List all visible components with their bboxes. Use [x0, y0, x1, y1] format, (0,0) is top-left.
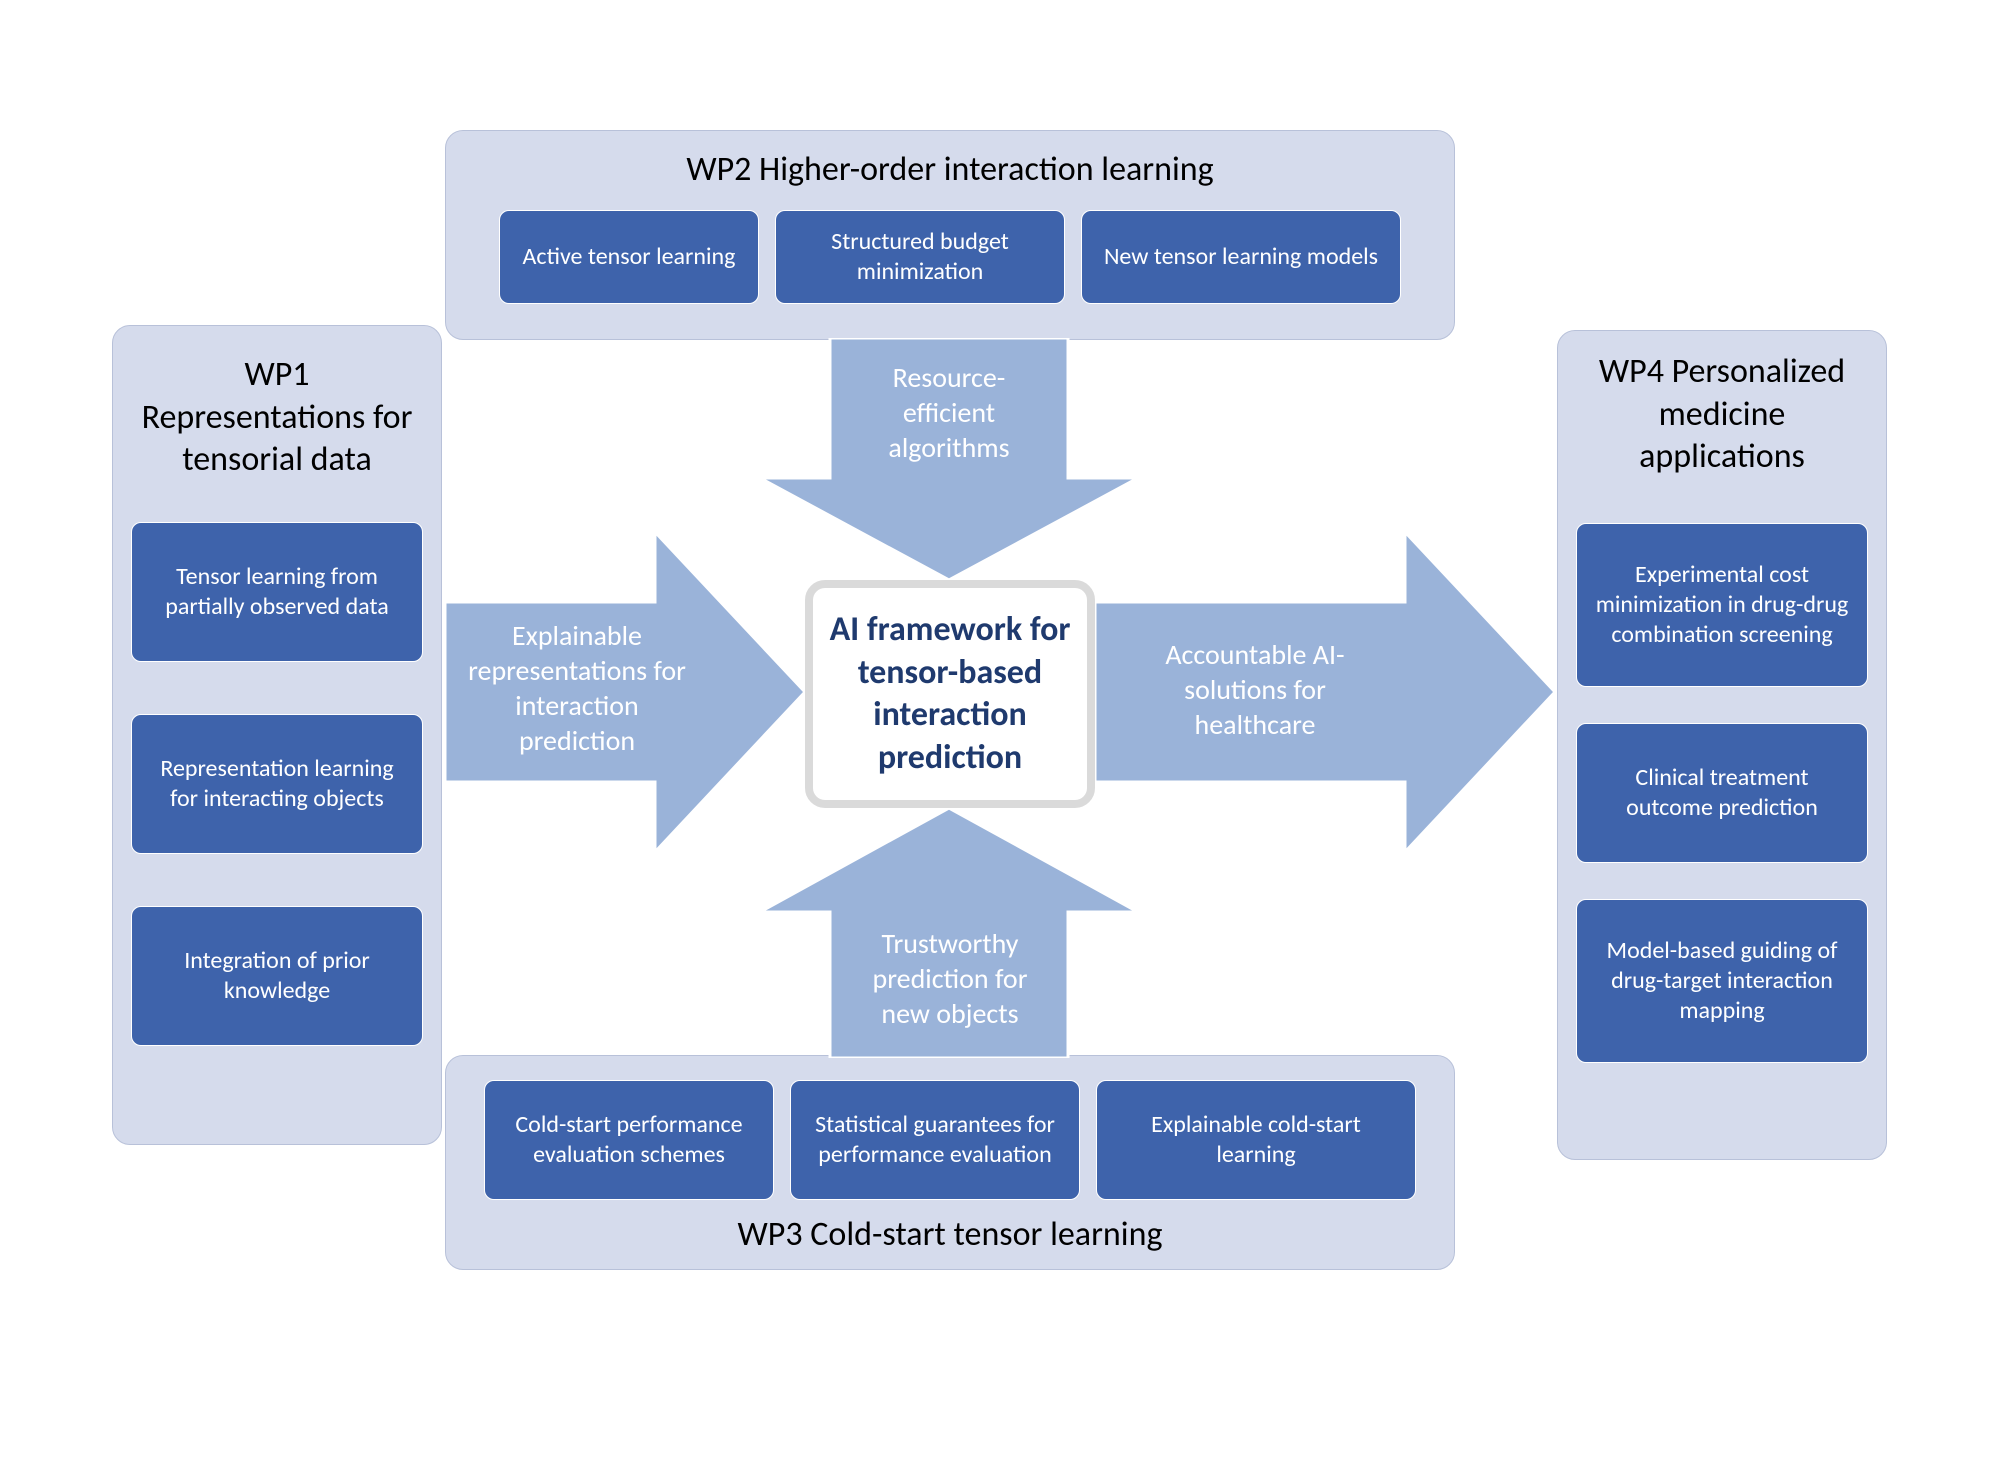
wp3-title: WP3 Cold-start tensor learning — [464, 1214, 1436, 1257]
center-label: AI framework for tensor-based interactio… — [823, 609, 1077, 779]
wp1-chip-0: Tensor learning from partially observed … — [131, 522, 423, 662]
wp1-panel: WP1 Representations for tensorial data T… — [112, 325, 442, 1145]
arrow-bottom: Trustworthy prediction for new objects — [760, 808, 1138, 1058]
wp4-chip-0: Experimental cost minimization in drug-d… — [1576, 523, 1868, 687]
wp4-chip-1: Clinical treatment outcome prediction — [1576, 723, 1868, 863]
wp3-chip-0: Cold-start performance evaluation scheme… — [484, 1080, 774, 1200]
wp4-title: WP4 Personalized medicine applications — [1576, 351, 1868, 479]
wp2-chip-1: Structured budget minimization — [775, 210, 1065, 304]
wp3-items: Cold-start performance evaluation scheme… — [464, 1080, 1436, 1200]
center-box: AI framework for tensor-based interactio… — [805, 580, 1095, 808]
wp1-chip-1: Representation learning for interacting … — [131, 714, 423, 854]
wp2-chip-0: Active tensor learning — [499, 210, 759, 304]
arrow-left: Explainable representations for interact… — [445, 532, 805, 852]
wp2-items: Active tensor learning Structured budget… — [464, 210, 1436, 304]
wp1-items: Tensor learning from partially observed … — [131, 522, 423, 1046]
wp4-items: Experimental cost minimization in drug-d… — [1576, 523, 1868, 1063]
wp4-panel: WP4 Personalized medicine applications E… — [1557, 330, 1887, 1160]
arrow-right: Accountable AI-solutions for healthcare — [1095, 532, 1555, 852]
wp3-chip-1: Statistical guarantees for performance e… — [790, 1080, 1080, 1200]
arrow-top: Resource-efficient algorithms — [760, 338, 1138, 580]
wp1-chip-2: Integration of prior knowledge — [131, 906, 423, 1046]
wp2-title: WP2 Higher-order interaction learning — [464, 149, 1436, 192]
wp3-chip-2: Explainable cold-start learning — [1096, 1080, 1416, 1200]
wp4-chip-2: Model-based guiding of drug-target inter… — [1576, 899, 1868, 1063]
wp2-panel: WP2 Higher-order interaction learning Ac… — [445, 130, 1455, 340]
wp1-title: WP1 Representations for tensorial data — [137, 354, 417, 482]
wp3-panel: Cold-start performance evaluation scheme… — [445, 1055, 1455, 1270]
wp2-chip-2: New tensor learning models — [1081, 210, 1401, 304]
